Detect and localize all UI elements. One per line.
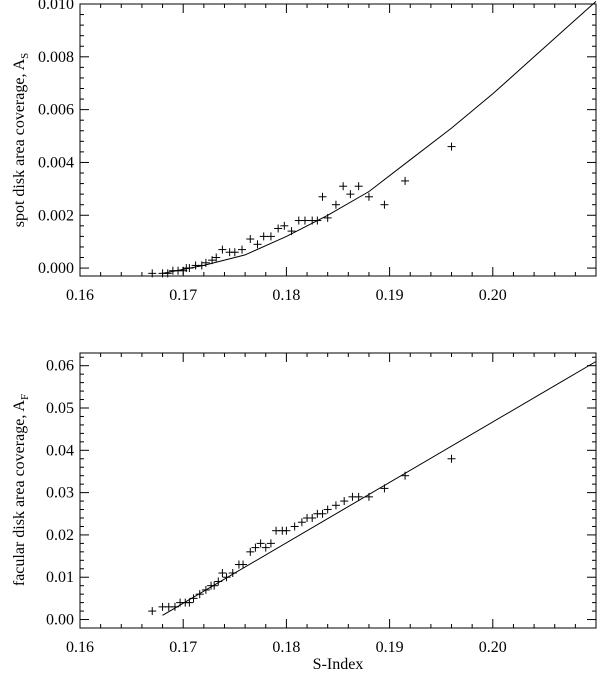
- spot-y-axis-title: spot disk area coverage, AS: [11, 53, 31, 228]
- spot-data-point: [201, 258, 210, 267]
- facular-data-point: [282, 526, 291, 535]
- facular-data-point: [261, 543, 270, 552]
- spot-plot-area: [148, 1, 597, 278]
- spot-coverage-panel: 0.16 0.17 0.18 0.19 0.20 0.0000.0020.0040.00…: [11, 0, 597, 304]
- spot-data-point: [364, 192, 373, 201]
- facular-data-point: [246, 547, 255, 556]
- spot-data-point: [346, 190, 355, 199]
- facular-data-point: [239, 560, 248, 569]
- spot-data-point: [339, 182, 348, 191]
- spot-data-point: [354, 182, 363, 191]
- facular-coverage-panel: 0.16 0.17 0.18 0.19 0.20 0.000.010.020.030.0…: [11, 352, 597, 673]
- spot-x-tick-label: 0.19: [376, 287, 404, 304]
- facular-data-point: [290, 522, 299, 531]
- facular-y-tick-label: 0.05: [46, 400, 74, 417]
- facular-data-point: [195, 590, 204, 599]
- spot-y-tick-label: 0.006: [38, 102, 74, 119]
- spot-data-point: [401, 176, 410, 185]
- spot-plot-frame: [79, 3, 597, 277]
- spot-x-tick-label: 0.18: [272, 287, 300, 304]
- spot-y-tick-label: 0.002: [38, 207, 74, 224]
- spot-x-tick-label: 0.17: [169, 287, 197, 304]
- facular-y-tick-label: 0.01: [46, 569, 74, 586]
- facular-x-tick-label: 0.18: [272, 639, 300, 656]
- facular-data-point: [251, 543, 260, 552]
- facular-plot-frame: [79, 352, 597, 629]
- facular-y-tick-label: 0.00: [46, 612, 74, 629]
- x-axis-title: S-Index: [313, 656, 364, 673]
- facular-x-ticks: 0.16 0.17 0.18 0.19 0.20: [66, 353, 597, 656]
- spot-data-point: [238, 245, 247, 254]
- facular-data-point: [266, 539, 275, 548]
- spot-x-tick-label: 0.20: [479, 287, 507, 304]
- spot-y-tick-label: 0.004: [38, 154, 74, 171]
- spot-data-point: [280, 221, 289, 230]
- spot-y-tick-label: 0.008: [38, 49, 74, 66]
- spot-x-ticks: 0.16 0.17 0.18 0.19 0.20: [66, 4, 597, 304]
- facular-x-tick-label: 0.16: [66, 639, 94, 656]
- facular-data-point: [323, 505, 332, 514]
- facular-x-tick-label: 0.19: [376, 639, 404, 656]
- facular-data-point: [308, 514, 317, 522]
- spot-data-point: [266, 232, 275, 241]
- facular-y-tick-label: 0.02: [46, 527, 74, 544]
- facular-data-point: [340, 497, 349, 506]
- facular-y-tick-label: 0.04: [46, 442, 74, 459]
- spot-data-point: [246, 235, 255, 244]
- facular-data-point: [210, 581, 219, 590]
- spot-data-point: [253, 240, 262, 249]
- facular-y-tick-label: 0.06: [46, 358, 74, 375]
- spot-data-point: [148, 269, 157, 278]
- facular-data-point: [148, 607, 157, 616]
- facular-data-point: [218, 569, 227, 577]
- facular-data-point: [222, 573, 231, 582]
- facular-x-tick-label: 0.17: [169, 639, 197, 656]
- spot-y-tick-label: 0.000: [38, 260, 74, 277]
- spot-data-point: [318, 192, 327, 201]
- spot-data-point: [230, 248, 239, 257]
- spot-data-point: [447, 142, 456, 151]
- facular-plot-area: [148, 361, 597, 616]
- spot-y-tick-label: 0.010: [38, 0, 74, 13]
- spot-data-point: [212, 253, 221, 262]
- facular-data-point: [331, 501, 340, 510]
- spot-data-point: [380, 200, 389, 209]
- spot-fit-curve: [162, 1, 597, 274]
- facular-data-point: [297, 518, 306, 527]
- facular-x-tick-label: 0.20: [479, 639, 507, 656]
- spot-y-ticks: 0.000 0.002 0.004 0.006 0.008 0.010: [38, 0, 596, 277]
- spot-x-tick-label: 0.16: [66, 287, 94, 304]
- facular-data-point: [256, 539, 265, 548]
- facular-data-point: [447, 454, 456, 463]
- spot-data-point: [259, 232, 268, 241]
- facular-data-point: [318, 509, 327, 518]
- spot-data-point: [331, 200, 340, 209]
- facular-y-ticks: 0.00 0.01 0.02 0.03 0.04 0.05 0.06: [46, 356, 596, 629]
- facular-data-point: [354, 492, 363, 501]
- spot-data-point: [274, 224, 283, 233]
- spot-data-point: [218, 245, 227, 254]
- facular-y-tick-label: 0.03: [46, 485, 74, 502]
- facular-y-axis-title: facular disk area coverage, AF: [11, 394, 31, 586]
- facular-fit-curve: [162, 361, 597, 616]
- spot-data-point: [300, 216, 309, 225]
